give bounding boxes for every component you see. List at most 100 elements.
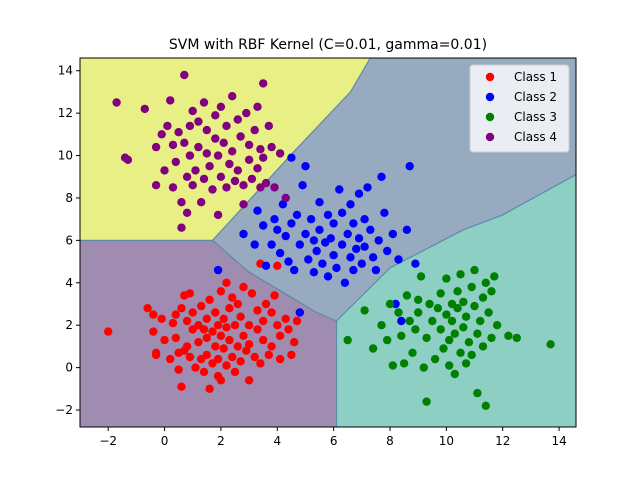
point-class-2: [357, 259, 366, 268]
point-class-3: [414, 295, 423, 304]
point-class-3: [456, 348, 465, 357]
point-class-1: [149, 310, 158, 319]
point-class-3: [461, 312, 471, 321]
point-class-1: [247, 289, 257, 298]
point-class-4: [250, 125, 259, 135]
point-class-2: [405, 162, 414, 171]
point-class-1: [244, 376, 254, 385]
point-class-3: [397, 331, 406, 340]
x-tick-label: 12: [495, 434, 510, 448]
point-class-4: [239, 200, 248, 209]
point-class-1: [233, 299, 242, 309]
point-class-4: [168, 140, 178, 150]
point-class-3: [360, 306, 369, 315]
point-class-1: [174, 365, 183, 374]
point-class-1: [287, 350, 296, 360]
point-class-4: [233, 166, 242, 175]
point-class-4: [174, 128, 183, 137]
point-class-3: [453, 287, 462, 296]
point-class-3: [343, 335, 352, 345]
point-class-1: [191, 363, 200, 372]
point-class-3: [377, 321, 386, 330]
point-class-1: [202, 314, 211, 323]
point-class-1: [157, 314, 166, 323]
point-class-1: [222, 323, 231, 332]
point-class-2: [366, 225, 375, 234]
point-class-2: [394, 255, 403, 264]
point-class-4: [151, 181, 161, 190]
point-class-4: [259, 153, 268, 162]
point-class-3: [442, 274, 451, 283]
point-class-2: [295, 308, 304, 317]
point-class-4: [191, 166, 200, 175]
point-class-3: [470, 301, 479, 311]
point-class-4: [219, 138, 228, 147]
point-class-2: [323, 210, 333, 220]
point-class-1: [244, 340, 254, 349]
point-class-2: [298, 181, 307, 190]
point-class-1: [261, 299, 271, 309]
point-class-1: [194, 338, 203, 347]
point-class-3: [419, 363, 428, 372]
point-class-1: [292, 316, 302, 326]
point-class-1: [228, 352, 237, 362]
point-class-4: [180, 138, 189, 147]
point-class-3: [394, 308, 403, 317]
point-class-4: [239, 181, 248, 190]
point-class-1: [256, 359, 265, 368]
x-tick-label: 6: [330, 434, 338, 448]
point-class-2: [323, 272, 333, 281]
point-class-1: [205, 295, 214, 304]
point-class-3: [447, 316, 457, 326]
point-class-3: [408, 348, 417, 357]
point-class-1: [104, 327, 113, 336]
point-class-4: [270, 183, 279, 192]
point-class-3: [425, 299, 434, 309]
point-class-2: [388, 229, 397, 239]
point-class-2: [273, 225, 282, 234]
point-class-4: [259, 79, 268, 88]
x-axis: −2 0 2 4 6 8 10 12 14: [99, 427, 567, 448]
x-tick-label: 10: [439, 434, 454, 448]
point-class-3: [411, 325, 420, 334]
point-class-4: [163, 121, 172, 131]
y-tick-label: 10: [58, 149, 73, 163]
point-class-1: [149, 327, 158, 336]
legend-label: Class 3: [514, 110, 557, 124]
point-class-3: [445, 361, 454, 370]
point-class-3: [470, 265, 479, 275]
point-class-3: [459, 297, 468, 307]
point-class-4: [182, 208, 192, 217]
point-class-2: [292, 210, 302, 220]
point-class-3: [388, 361, 397, 370]
decision-boundary: [212, 57, 371, 241]
point-class-4: [199, 98, 209, 107]
point-class-1: [177, 382, 186, 391]
x-tick-label: 14: [551, 434, 566, 448]
point-class-2: [278, 200, 288, 209]
point-class-1: [290, 338, 299, 347]
x-tick-label: 0: [161, 434, 169, 448]
point-class-4: [180, 70, 189, 80]
point-class-3: [405, 316, 414, 326]
point-class-2: [329, 251, 338, 260]
point-class-4: [188, 181, 197, 190]
point-class-4: [160, 166, 169, 175]
y-tick-label: 6: [65, 233, 73, 247]
point-class-3: [450, 329, 459, 338]
x-tick-label: 4: [273, 434, 281, 448]
point-class-3: [442, 310, 451, 319]
point-class-4: [242, 108, 251, 118]
point-class-3: [546, 340, 555, 349]
point-class-3: [416, 272, 426, 281]
point-class-2: [301, 229, 310, 239]
point-class-2: [318, 259, 327, 268]
point-class-1: [250, 352, 259, 362]
point-class-2: [309, 268, 319, 277]
point-class-1: [267, 308, 276, 317]
point-class-1: [267, 342, 276, 351]
point-class-1: [270, 291, 279, 300]
legend-marker: [485, 132, 495, 142]
point-class-3: [399, 359, 409, 368]
